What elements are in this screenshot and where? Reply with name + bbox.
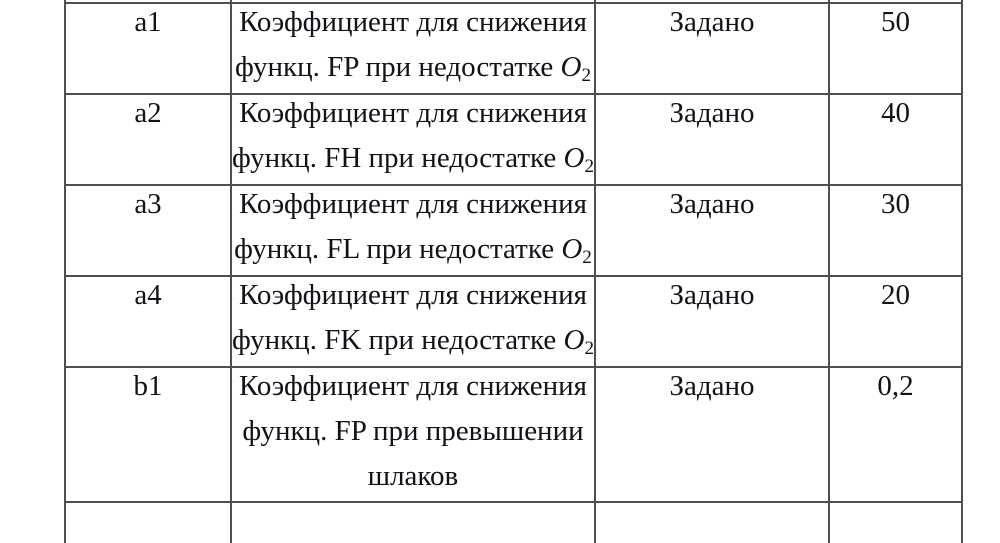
parameter-description: Коэффициент для снижения функц. FL при не… <box>232 182 594 272</box>
parameter-source-cell: Задано <box>594 366 830 503</box>
table-row: a2 Коэффициент для снижения функц. FH при… <box>64 91 963 186</box>
table-row: b1 Коэффициент для снижения функц. FP при… <box>64 364 963 503</box>
parameter-description-cell: Коэффициент для снижения функц. FL при не… <box>230 182 596 277</box>
parameter-value: 0,2 <box>877 370 914 402</box>
parameter-source-cell: Задано <box>594 93 830 186</box>
parameter-value-cell: 0,2 <box>828 366 963 503</box>
parameter-value: 20 <box>881 279 910 311</box>
spacer-cell <box>230 0 596 4</box>
parameter-source: Задано <box>669 279 755 311</box>
parameter-description: Коэффициент для снижения функц. FP при пр… <box>232 364 594 499</box>
parameter-name-cell: a3 <box>64 184 232 277</box>
spacer-cell <box>594 0 830 4</box>
table-row: a3 Коэффициент для снижения функц. FL при… <box>64 182 963 277</box>
spacer-cell <box>828 501 963 543</box>
parameter-description: Коэффициент для снижения функц. FP при не… <box>232 0 594 90</box>
description-line: функц. FK при недостатке O2 <box>232 324 594 360</box>
parameter-value-cell: 20 <box>828 275 963 368</box>
formula-symbol: O <box>560 51 582 83</box>
formula-subscript: 2 <box>584 156 594 178</box>
parameter-source: Задано <box>669 370 755 402</box>
parameter-name: a1 <box>134 6 162 38</box>
parameter-value-cell: 50 <box>828 2 963 95</box>
description-line: шлаков <box>367 460 459 492</box>
parameter-value-cell: 40 <box>828 93 963 186</box>
parameter-source: Задано <box>669 188 755 220</box>
parameter-description-cell: Коэффициент для снижения функц. FK при не… <box>230 273 596 368</box>
spacer-cell <box>594 501 830 543</box>
description-line: Коэффициент для снижения <box>239 97 587 129</box>
table-row: a1 Коэффициент для снижения функц. FP при… <box>64 0 963 95</box>
parameter-name: b1 <box>133 370 163 402</box>
formula-subscript: 2 <box>584 338 594 360</box>
description-line: функц. FL при недостатке O2 <box>234 233 592 269</box>
spacer-cell <box>64 501 232 543</box>
parameter-description: Коэффициент для снижения функц. FK при не… <box>232 273 594 363</box>
description-line: функц. FP при превышении <box>242 415 584 447</box>
next-row-sliver <box>64 501 963 543</box>
parameter-name-cell: a4 <box>64 275 232 368</box>
parameter-source-cell: Задано <box>594 184 830 277</box>
description-line: Коэффициент для снижения <box>239 6 587 38</box>
description-line: функц. FP при недостатке O2 <box>234 51 592 87</box>
parameter-name: a2 <box>134 97 162 129</box>
parameter-name: a4 <box>134 279 162 311</box>
spacer-cell <box>64 0 232 4</box>
parameter-description-cell: Коэффициент для снижения функц. FP при не… <box>230 0 596 95</box>
parameter-name-cell: a2 <box>64 93 232 186</box>
formula-symbol: O <box>561 233 583 265</box>
description-line: Коэффициент для снижения <box>239 279 587 311</box>
spacer-cell <box>230 501 596 543</box>
parameter-value-cell: 30 <box>828 184 963 277</box>
parameter-description: Коэффициент для снижения функц. FH при не… <box>232 91 594 181</box>
parameter-value: 30 <box>881 188 910 220</box>
formula-subscript: 2 <box>581 65 592 87</box>
table-row: a4 Коэффициент для снижения функц. FK при… <box>64 273 963 368</box>
description-line: Коэффициент для снижения <box>239 370 587 402</box>
parameters-table: a1 Коэффициент для снижения функц. FP при… <box>64 0 963 543</box>
parameter-source: Задано <box>669 6 755 38</box>
formula-symbol: O <box>563 142 585 174</box>
parameter-value: 40 <box>881 97 910 129</box>
table-body: a1 Коэффициент для снижения функц. FP при… <box>64 0 963 543</box>
parameter-description-cell: Коэффициент для снижения функц. FP при пр… <box>230 364 596 503</box>
parameter-source: Задано <box>669 97 755 129</box>
parameter-name-cell: a1 <box>64 2 232 95</box>
parameter-name-cell: b1 <box>64 366 232 503</box>
previous-row-sliver <box>64 0 963 4</box>
parameter-name: a3 <box>134 188 162 220</box>
formula-subscript: 2 <box>582 247 592 269</box>
spacer-cell <box>828 0 963 4</box>
parameter-source-cell: Задано <box>594 275 830 368</box>
description-line: Коэффициент для снижения <box>239 188 587 220</box>
description-line: функц. FH при недостатке O2 <box>232 142 594 178</box>
formula-symbol: O <box>563 324 585 356</box>
parameter-description-cell: Коэффициент для снижения функц. FH при не… <box>230 91 596 186</box>
parameter-source-cell: Задано <box>594 2 830 95</box>
parameter-value: 50 <box>881 6 910 38</box>
